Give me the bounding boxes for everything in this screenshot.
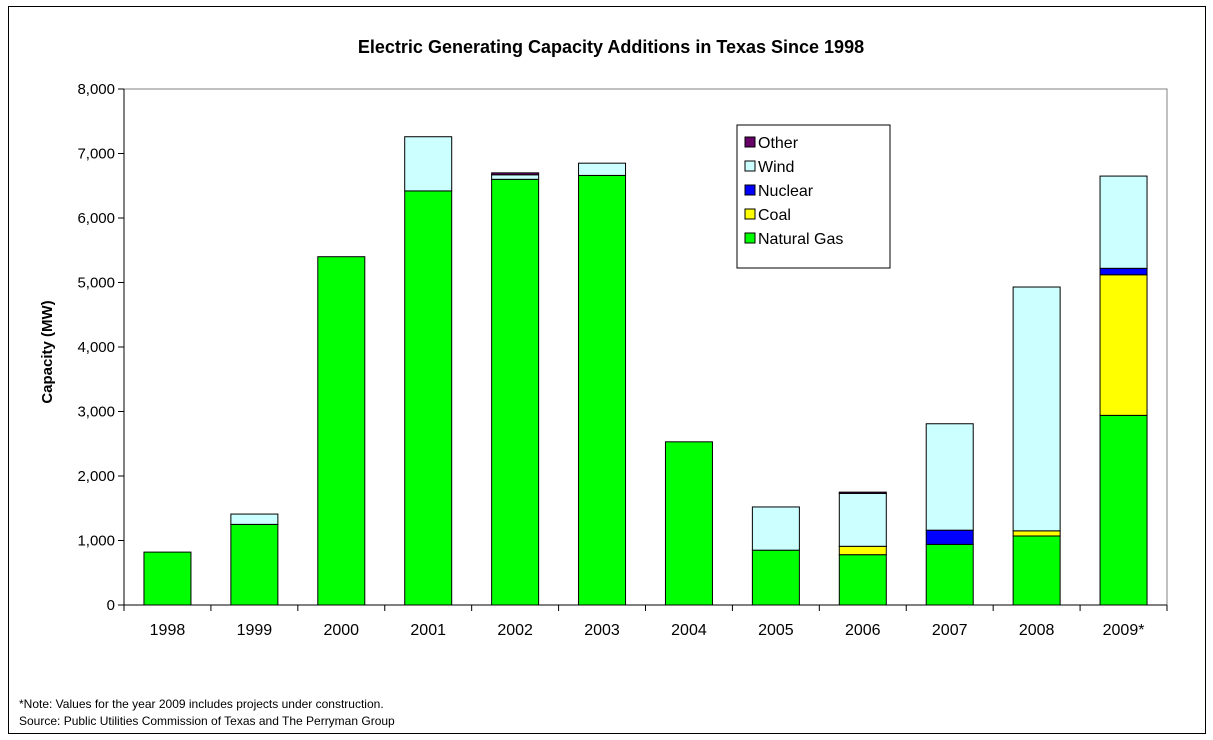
bar-segment-wind xyxy=(230,513,279,525)
bar-segment-natural-gas xyxy=(143,551,192,606)
legend-label: Wind xyxy=(758,159,794,176)
bar-segment-wind xyxy=(925,423,974,531)
legend-label: Nuclear xyxy=(758,183,814,200)
x-tick-label: 2007 xyxy=(932,622,968,639)
bar-segment-natural-gas xyxy=(1012,535,1061,606)
y-tick-label: 3,000 xyxy=(77,404,115,421)
bar-segment-wind xyxy=(578,162,627,176)
legend-label: Other xyxy=(758,135,799,152)
y-ticks-group: 0 1,000 2,000 3,000 4,000 5,000 6,000 7,000 8,00… xyxy=(77,81,124,614)
bar-segment-nuclear xyxy=(925,529,974,545)
x-tick-label: 1998 xyxy=(150,622,186,639)
legend-swatch-wind xyxy=(744,160,756,172)
y-tick-label: 4,000 xyxy=(77,339,115,356)
x-tick-label: 2000 xyxy=(323,622,359,639)
bar-segment-other xyxy=(491,172,540,176)
bar-segment-natural-gas xyxy=(317,256,366,606)
bar-segment-natural-gas xyxy=(230,523,279,606)
bar-segment-wind xyxy=(1012,286,1061,532)
bar-segment-natural-gas xyxy=(491,178,540,606)
x-tick-label: 2004 xyxy=(671,622,707,639)
y-tick-label: 6,000 xyxy=(77,210,115,227)
x-tick-label: 2003 xyxy=(584,622,620,639)
bar-segment-other xyxy=(838,491,887,494)
bar-segment-natural-gas xyxy=(404,190,453,606)
bar-segment-natural-gas xyxy=(838,554,887,606)
bar-segment-wind xyxy=(1099,175,1148,269)
y-tick-label: 8,000 xyxy=(77,81,115,98)
bar-segment-natural-gas xyxy=(1099,414,1148,606)
bar-segment-wind xyxy=(404,136,453,192)
bar-segment-natural-gas xyxy=(751,549,800,606)
legend-box xyxy=(736,124,891,269)
legend-swatch-natural-gas xyxy=(744,232,756,244)
axes-group xyxy=(123,88,1168,606)
bar-segment-natural-gas xyxy=(578,174,627,606)
bar-segment-natural-gas xyxy=(925,543,974,606)
y-tick-label: 1,000 xyxy=(77,533,115,550)
source-note: Source: Public Utilities Commission of T… xyxy=(19,714,395,728)
y-tick-label: 0 xyxy=(107,597,115,614)
bar-segment-natural-gas xyxy=(664,441,713,606)
legend: Other Wind Nuclear Coal Natural Gas xyxy=(736,124,891,269)
plot-area xyxy=(123,88,1168,606)
legend-swatch-other xyxy=(744,136,756,148)
bar-segment-coal xyxy=(838,545,887,556)
legend-label: Natural Gas xyxy=(758,231,843,248)
y-tick-label: 2,000 xyxy=(77,468,115,485)
bars-group xyxy=(143,136,1148,606)
x-tick-label: 2002 xyxy=(497,622,533,639)
x-tick-label: 2005 xyxy=(758,622,794,639)
chart: Electric Generating Capacity Additions i… xyxy=(39,37,1168,639)
x-tick-label: 2001 xyxy=(410,622,446,639)
bar-segment-wind xyxy=(838,492,887,547)
y-tick-label: 5,000 xyxy=(77,275,115,292)
y-axis-label: Capacity (MW) xyxy=(39,300,56,403)
legend-label: Coal xyxy=(758,207,791,224)
footnote: *Note: Values for the year 2009 includes… xyxy=(19,697,384,711)
bar-segment-wind xyxy=(751,506,800,551)
x-ticks-group: 1998 1999 2000 2001 2002 2003 2004 2005 2006 2007… xyxy=(123,605,1168,639)
bar-segment-nuclear xyxy=(1099,267,1148,276)
chart-frame: Electric Generating Capacity Additions i… xyxy=(8,6,1206,734)
y-tick-label: 7,000 xyxy=(77,146,115,163)
x-tick-label: 2006 xyxy=(845,622,881,639)
bar-segment-wind xyxy=(491,174,540,180)
x-tick-label: 2008 xyxy=(1019,622,1055,639)
x-tick-label: 2009* xyxy=(1103,622,1145,639)
x-tick-label: 1999 xyxy=(237,622,273,639)
bar-segment-coal xyxy=(1012,530,1061,537)
legend-swatch-nuclear xyxy=(744,184,756,196)
chart-title: Electric Generating Capacity Additions i… xyxy=(358,37,864,57)
bar-segment-coal xyxy=(1099,274,1148,416)
legend-swatch-coal xyxy=(744,208,756,220)
